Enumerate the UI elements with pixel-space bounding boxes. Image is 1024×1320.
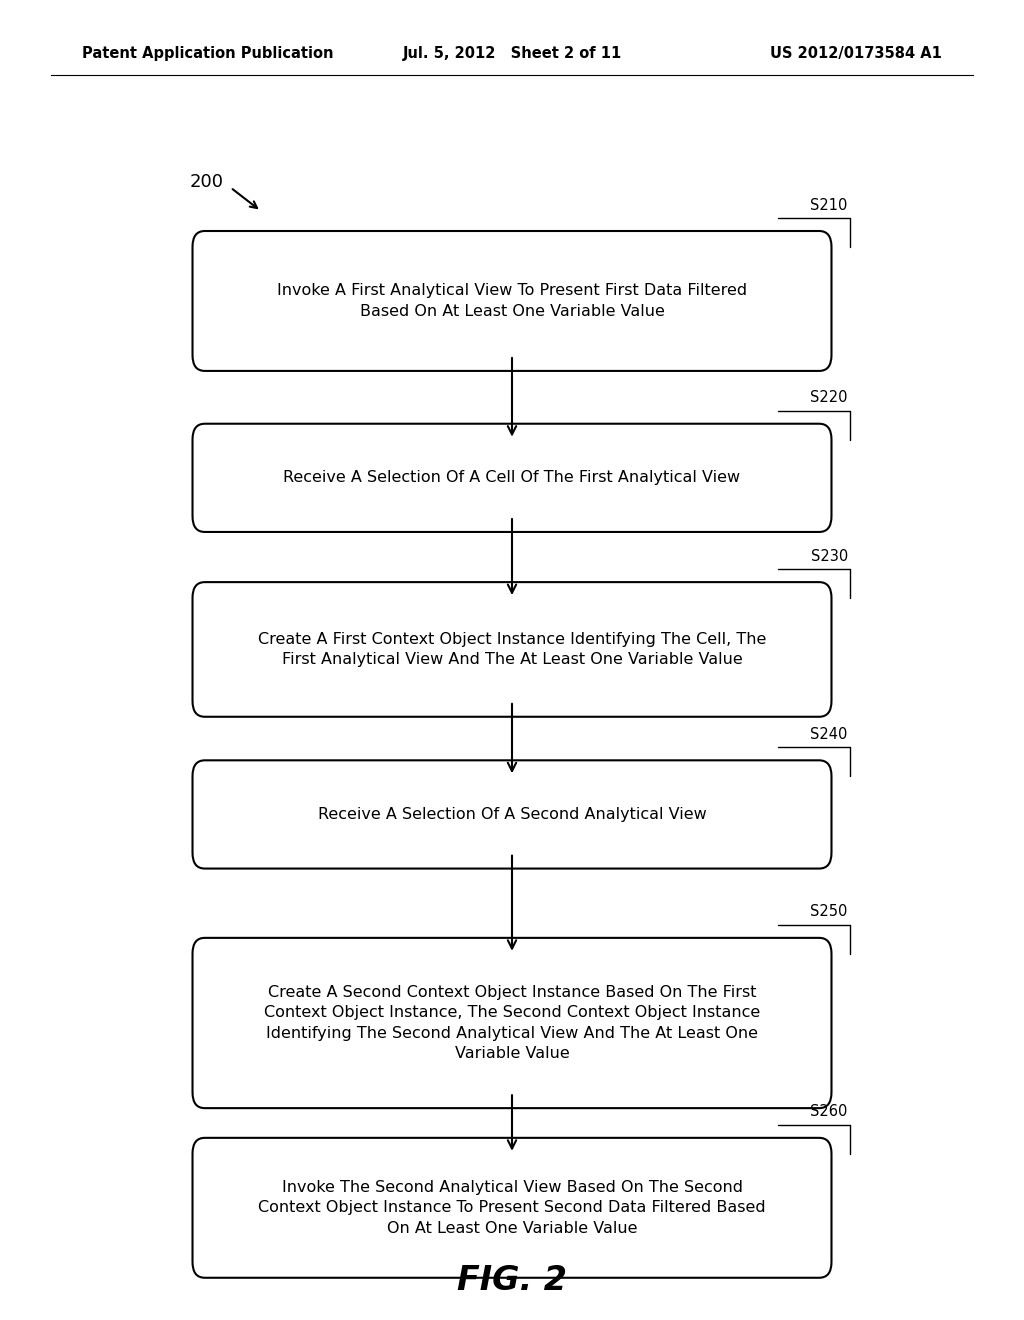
FancyBboxPatch shape <box>193 760 831 869</box>
Text: Invoke The Second Analytical View Based On The Second
Context Object Instance To: Invoke The Second Analytical View Based … <box>258 1180 766 1236</box>
FancyBboxPatch shape <box>193 424 831 532</box>
Text: 200: 200 <box>189 173 223 191</box>
Text: Create A First Context Object Instance Identifying The Cell, The
First Analytica: Create A First Context Object Instance I… <box>258 632 766 667</box>
Text: FIG. 2: FIG. 2 <box>457 1265 567 1296</box>
Text: Invoke A First Analytical View To Present First Data Filtered
Based On At Least : Invoke A First Analytical View To Presen… <box>276 284 748 318</box>
Text: S210: S210 <box>811 198 848 213</box>
Text: S250: S250 <box>811 904 848 919</box>
Text: S220: S220 <box>810 391 848 405</box>
Text: Patent Application Publication: Patent Application Publication <box>82 46 334 61</box>
Text: US 2012/0173584 A1: US 2012/0173584 A1 <box>770 46 942 61</box>
FancyBboxPatch shape <box>193 937 831 1109</box>
Text: Create A Second Context Object Instance Based On The First
Context Object Instan: Create A Second Context Object Instance … <box>264 985 760 1061</box>
FancyBboxPatch shape <box>193 231 831 371</box>
Text: S230: S230 <box>811 549 848 564</box>
Text: Receive A Selection Of A Cell Of The First Analytical View: Receive A Selection Of A Cell Of The Fir… <box>284 470 740 486</box>
Text: Jul. 5, 2012   Sheet 2 of 11: Jul. 5, 2012 Sheet 2 of 11 <box>402 46 622 61</box>
Text: S260: S260 <box>811 1105 848 1119</box>
Text: S240: S240 <box>811 727 848 742</box>
FancyBboxPatch shape <box>193 582 831 717</box>
FancyBboxPatch shape <box>193 1138 831 1278</box>
Text: Receive A Selection Of A Second Analytical View: Receive A Selection Of A Second Analytic… <box>317 807 707 822</box>
